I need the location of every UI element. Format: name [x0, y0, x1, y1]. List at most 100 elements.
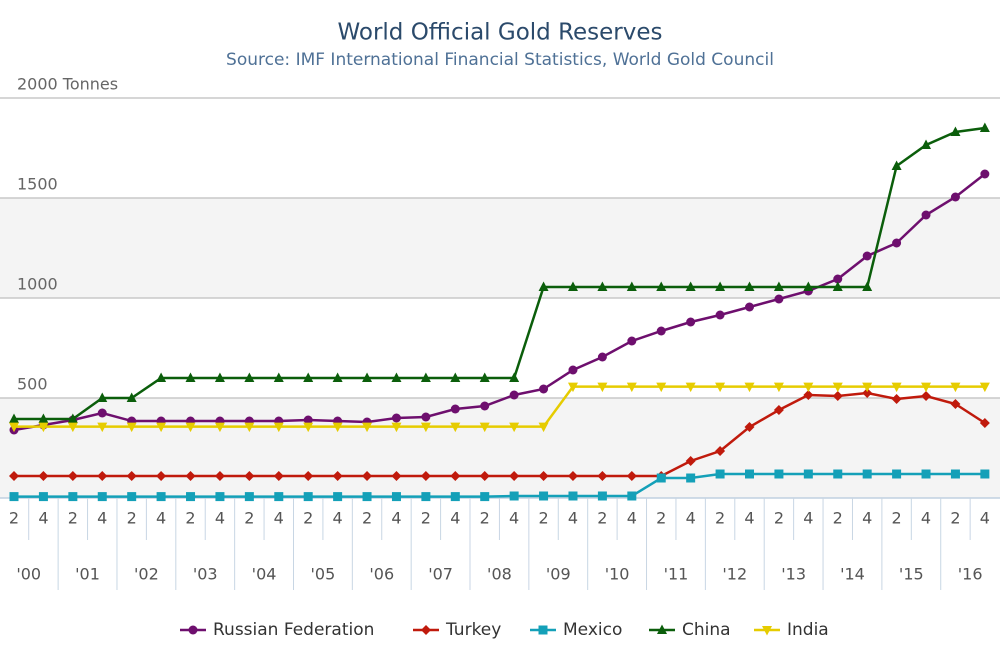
marker [627, 336, 637, 346]
marker [921, 391, 932, 401]
x-tick-label: 4 [391, 509, 401, 528]
marker [715, 310, 725, 320]
x-group-label: '15 [899, 565, 924, 584]
legend-item: China [649, 620, 731, 640]
marker [38, 492, 48, 502]
x-tick-label: 4 [862, 509, 872, 528]
chart-subtitle: Source: IMF International Financial Stat… [226, 50, 774, 70]
x-group-label: '11 [664, 565, 689, 584]
marker [921, 139, 932, 149]
x-tick-label: 2 [421, 509, 431, 528]
marker [332, 471, 343, 481]
marker [480, 401, 490, 411]
marker [421, 412, 431, 422]
series-line [14, 472, 985, 498]
marker [862, 251, 872, 261]
marker [420, 422, 431, 433]
series [9, 382, 990, 433]
marker [803, 390, 814, 400]
legend-item: Mexico [530, 620, 622, 640]
marker [420, 471, 431, 481]
series [9, 122, 990, 423]
marker [214, 471, 225, 481]
y-tick-label: 1000 [17, 275, 58, 294]
x-tick-label: 4 [274, 509, 284, 528]
marker [391, 422, 402, 433]
chart-title: World Official Gold Reserves [337, 20, 662, 46]
marker [156, 422, 167, 433]
marker [244, 422, 255, 433]
marker [862, 388, 873, 398]
marker [745, 469, 754, 479]
marker [9, 492, 19, 502]
marker [685, 382, 696, 393]
marker [567, 471, 578, 481]
marker [421, 492, 431, 502]
marker [950, 382, 961, 393]
marker [656, 326, 666, 336]
marker [126, 471, 137, 481]
x-tick-label: 2 [656, 509, 666, 528]
x-tick-label: 2 [244, 509, 254, 528]
marker [215, 492, 225, 502]
marker [626, 471, 637, 481]
marker [362, 471, 373, 481]
marker [921, 210, 931, 220]
marker [715, 469, 725, 479]
x-tick-label: 4 [568, 509, 578, 528]
marker [156, 372, 167, 382]
marker [656, 281, 667, 291]
marker [744, 382, 755, 393]
marker [391, 471, 402, 481]
marker [773, 382, 784, 393]
marker [950, 399, 961, 409]
marker [97, 392, 108, 402]
x-tick-label: 4 [156, 509, 166, 528]
series-line [14, 391, 986, 478]
marker [833, 469, 843, 479]
legend-item: Russian Federation [180, 620, 374, 640]
marker [803, 469, 813, 479]
marker [891, 394, 902, 404]
marker [214, 372, 225, 382]
marker [862, 281, 873, 291]
marker [774, 469, 784, 479]
marker [274, 492, 284, 502]
marker [597, 491, 607, 501]
marker [333, 492, 343, 502]
marker [332, 372, 343, 382]
x-tick-label: 2 [9, 509, 19, 528]
marker [950, 126, 961, 136]
marker [657, 624, 667, 634]
series-line [14, 385, 985, 428]
x-group-label: '02 [134, 565, 159, 584]
marker [450, 422, 461, 433]
marker [538, 471, 549, 481]
marker [832, 281, 843, 291]
marker [980, 169, 990, 179]
marker [803, 281, 814, 291]
x-group-label: '01 [75, 565, 100, 584]
x-tick-label: 4 [803, 509, 813, 528]
marker [156, 492, 166, 502]
marker [450, 471, 461, 481]
legend-item: Turkey [413, 620, 501, 640]
legend-label: Russian Federation [213, 620, 374, 640]
marker [862, 469, 872, 479]
marker [273, 471, 284, 481]
marker [38, 413, 49, 423]
marker [97, 471, 108, 481]
series [9, 469, 990, 502]
marker [597, 352, 607, 362]
marker [539, 491, 549, 501]
marker [950, 192, 960, 202]
marker [656, 382, 667, 393]
marker [568, 491, 578, 501]
marker [539, 384, 549, 394]
marker [980, 469, 990, 479]
legend-item: India [754, 620, 829, 640]
marker [597, 382, 608, 393]
marker [97, 422, 108, 433]
x-group-label: '03 [193, 565, 218, 584]
marker [391, 492, 401, 502]
